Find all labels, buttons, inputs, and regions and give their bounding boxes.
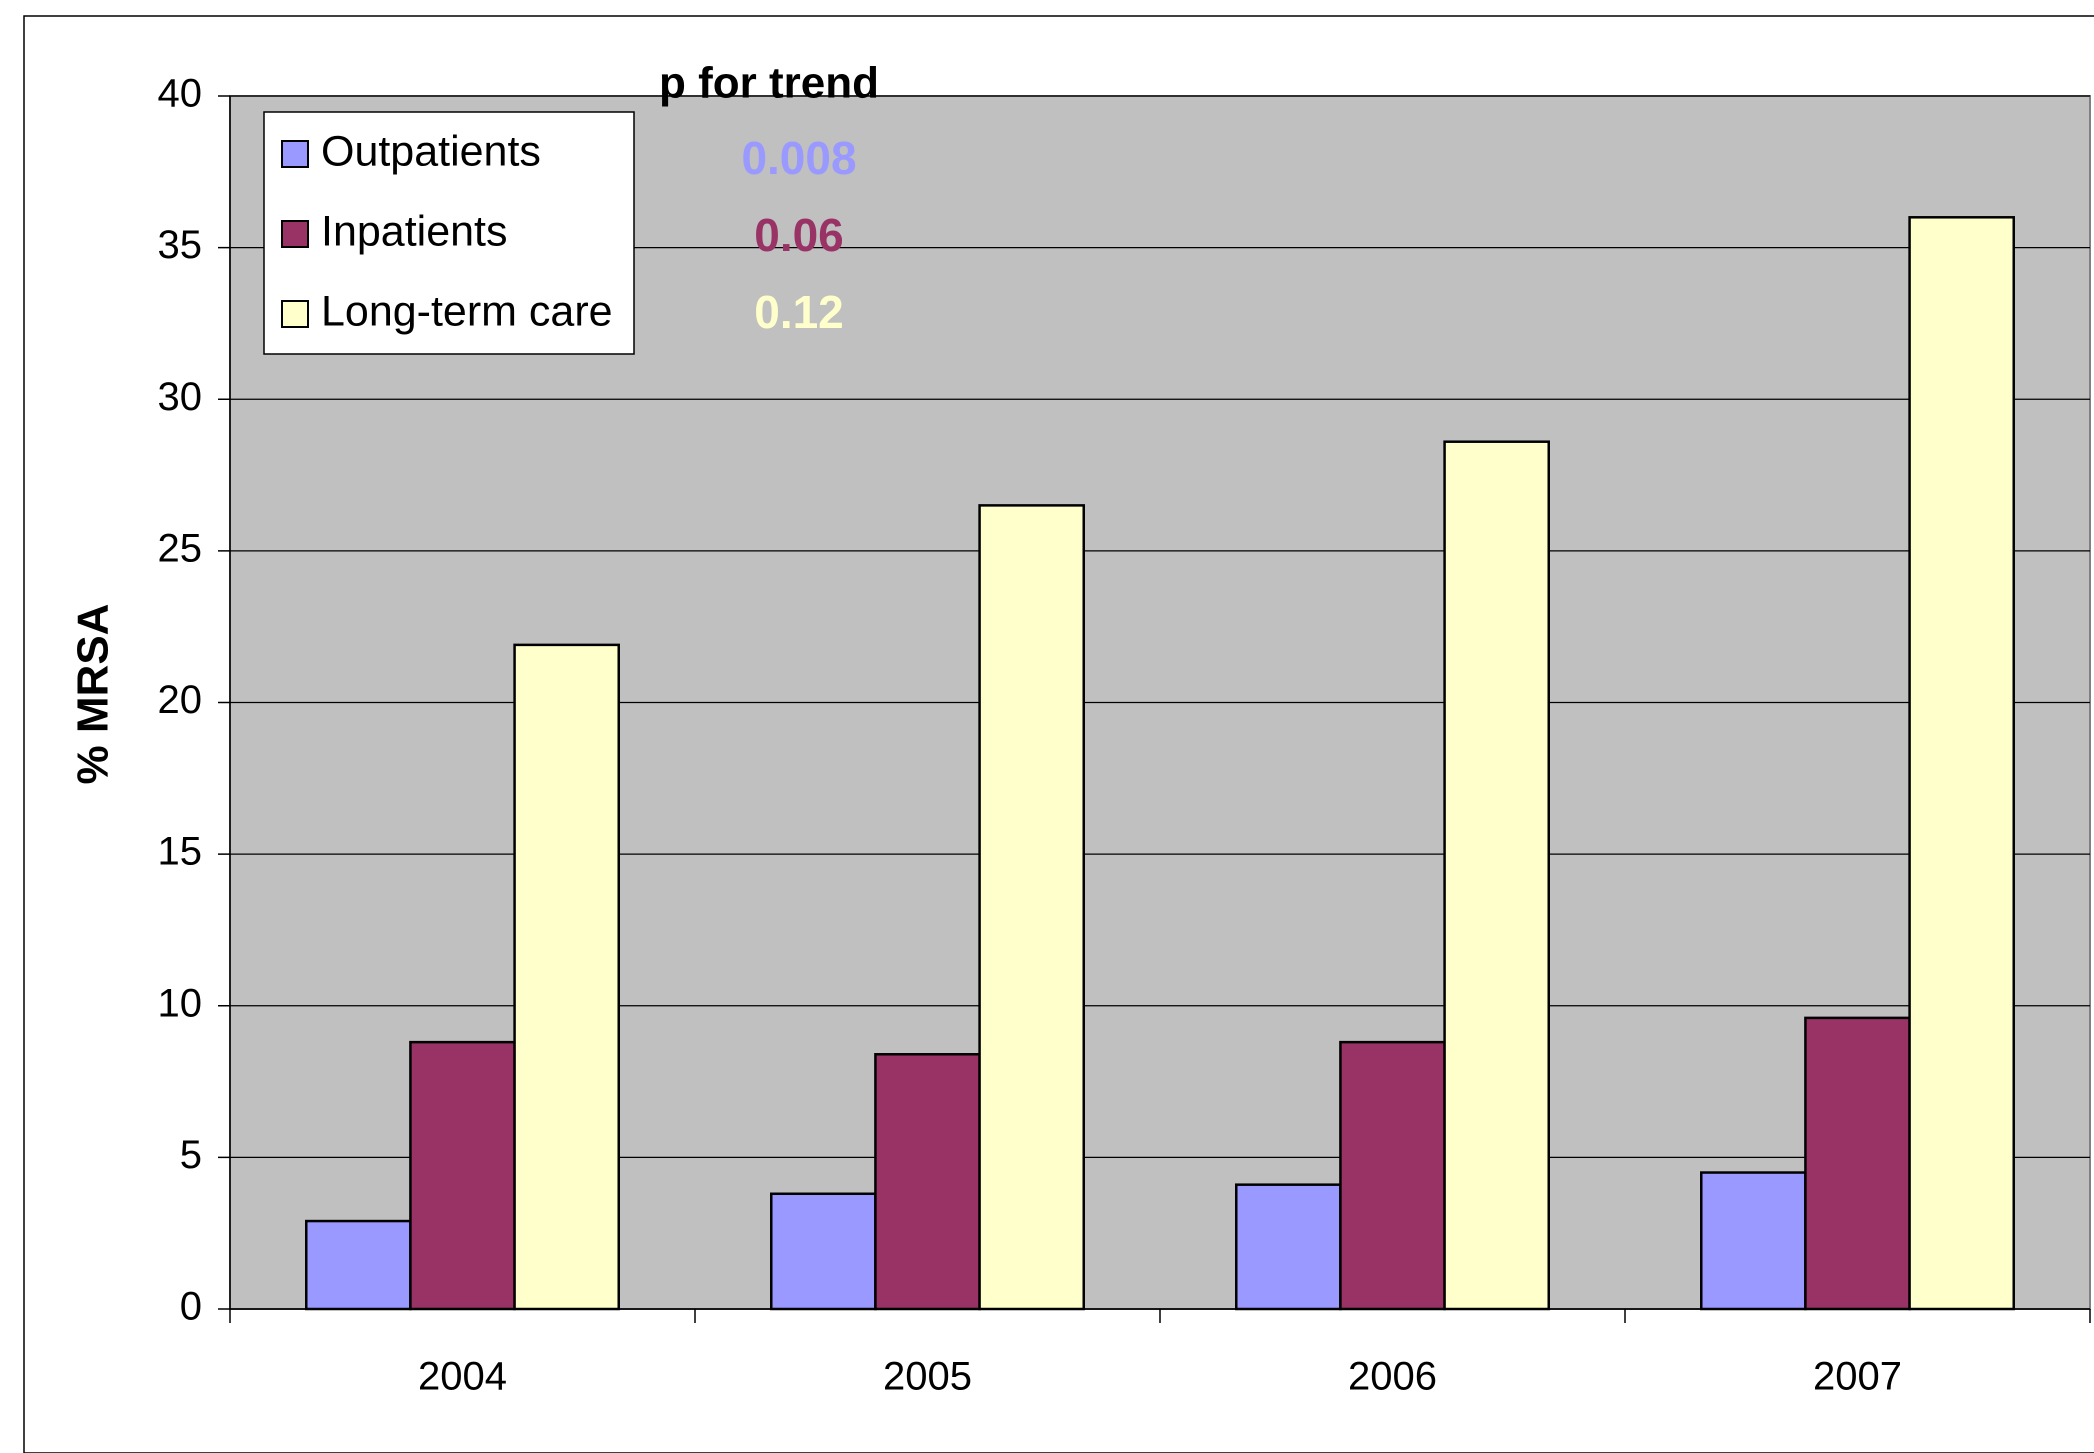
- x-tick-label: 2006: [1348, 1355, 1437, 1399]
- bar: [305, 1219, 412, 1311]
- y-tick-label: 5: [180, 1133, 202, 1177]
- bar: [1339, 1040, 1446, 1311]
- legend-swatch: [281, 220, 309, 248]
- legend-box: [263, 111, 635, 355]
- y-tick-label: 30: [158, 375, 203, 419]
- bar: [1700, 1171, 1807, 1311]
- p-trend-value: 0.12: [754, 286, 844, 338]
- x-tick-label: 2005: [883, 1355, 972, 1399]
- legend-label: Inpatients: [321, 207, 507, 255]
- bar: [1235, 1183, 1342, 1311]
- bar: [1443, 440, 1550, 1311]
- y-tick-label: 0: [180, 1285, 202, 1329]
- x-tick-label: 2007: [1813, 1355, 1902, 1399]
- y-axis-label: % MRSA: [69, 604, 118, 785]
- y-tick-label: 10: [158, 981, 203, 1025]
- y-tick-label: 25: [158, 526, 203, 570]
- legend-label: Outpatients: [321, 127, 541, 175]
- x-tick-label: 2004: [418, 1355, 507, 1399]
- p-trend-value: 0.008: [741, 132, 856, 184]
- y-tick-label: 20: [158, 678, 203, 722]
- annotation-title: p for trend: [659, 59, 879, 108]
- y-tick-label: 15: [158, 830, 203, 874]
- bar: [1908, 216, 2015, 1311]
- bar: [874, 1053, 981, 1311]
- legend-swatch: [281, 140, 309, 168]
- bar: [978, 504, 1085, 1311]
- bar: [1804, 1016, 1911, 1311]
- legend-swatch: [281, 300, 309, 328]
- p-trend-value: 0.06: [754, 209, 844, 261]
- bar: [770, 1192, 877, 1311]
- bar: [409, 1040, 516, 1311]
- legend-label: Long-term care: [321, 287, 613, 335]
- y-tick-label: 40: [158, 72, 203, 116]
- bar: [513, 643, 620, 1311]
- y-tick-label: 35: [158, 223, 203, 267]
